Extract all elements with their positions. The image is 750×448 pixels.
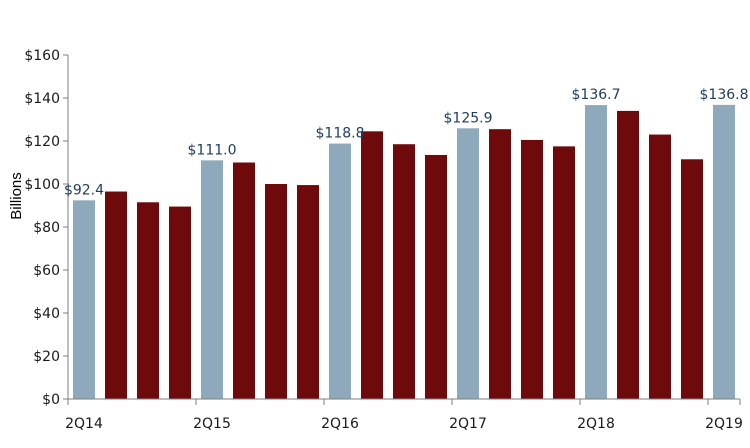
bar-2Q17 [457, 128, 479, 399]
bar-2Q18 [585, 105, 607, 399]
bar-1Q15 [169, 206, 191, 399]
bar-4Q14 [137, 202, 159, 399]
data-label-2Q14: $92.4 [64, 182, 104, 198]
bar-2Q16 [329, 143, 351, 399]
x-tick-label: 2Q14 [65, 416, 103, 432]
y-tick-label: $140 [24, 91, 60, 107]
bar-4Q18 [649, 134, 671, 400]
y-tick-label: $160 [24, 48, 60, 64]
bar-4Q15 [265, 184, 287, 399]
bar-3Q18 [617, 110, 639, 400]
bar-1Q16 [297, 185, 319, 399]
bar-1Q17 [425, 154, 447, 399]
x-tick-label: 2Q19 [705, 416, 743, 432]
bar-2Q19 [713, 104, 735, 399]
y-tick-label: $100 [24, 177, 60, 193]
y-tick-label: $0 [42, 392, 60, 408]
y-axis: $0 $20 $40 $60 $80 $100 $120 $140 $160 [24, 48, 69, 408]
x-tick-label: 2Q15 [193, 416, 231, 432]
y-tick-label: $40 [33, 306, 60, 322]
bar-3Q16 [361, 131, 383, 399]
bars [73, 104, 735, 400]
x-tick-label: 2Q17 [449, 416, 487, 432]
bar-3Q17 [489, 129, 511, 400]
data-label-2Q18: $136.7 [572, 87, 621, 103]
data-label-2Q16: $118.8 [316, 126, 365, 142]
bar-4Q17 [521, 139, 543, 400]
y-tick-label: $20 [33, 349, 60, 365]
y-axis-label: Billions [8, 172, 25, 220]
bar-1Q18 [553, 146, 575, 399]
data-label-2Q15: $111.0 [188, 142, 237, 158]
bar-3Q15 [233, 162, 255, 399]
y-tick-label: $60 [33, 263, 60, 279]
bar-2Q15 [201, 160, 223, 399]
bar-3Q14 [105, 191, 127, 399]
bar-4Q16 [393, 144, 415, 399]
data-label-2Q17: $125.9 [444, 110, 493, 126]
data-labels: $92.4 $111.0 $118.8 $125.9 $136.7 $136.8 [64, 87, 749, 198]
y-tick-label: $120 [24, 134, 60, 150]
y-tick-label: $80 [33, 220, 60, 236]
x-tick-label: 2Q16 [321, 416, 359, 432]
x-axis: 2Q14 2Q15 2Q16 2Q17 2Q18 2Q19 [65, 398, 743, 432]
data-label-2Q19: $136.8 [700, 87, 749, 103]
bar-2Q14 [73, 200, 95, 399]
bar-1Q19 [681, 159, 703, 399]
x-tick-label: 2Q18 [577, 416, 615, 432]
